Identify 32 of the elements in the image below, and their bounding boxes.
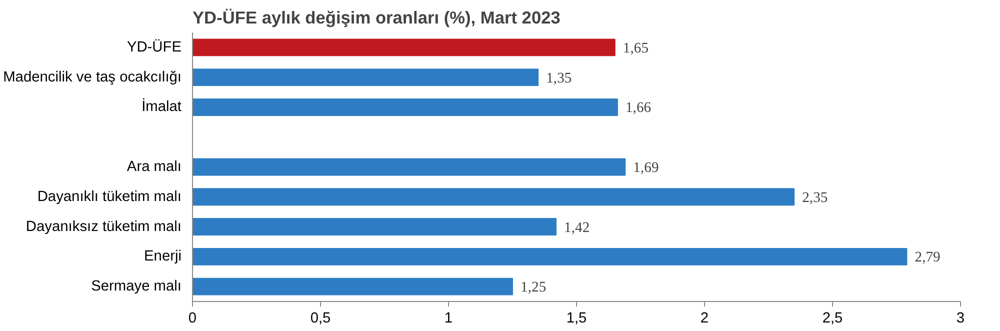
y-tick-label: Ara malı — [126, 159, 182, 175]
data-label: 1,66 — [625, 100, 652, 116]
y-tick-label: YD-ÜFE — [126, 38, 182, 56]
chart-title: YD-ÜFE aylık değişim oranları (%), Mart 2023 — [192, 8, 561, 28]
x-tick-label: 2 — [700, 310, 709, 326]
x-tick-label: 0 — [188, 310, 197, 326]
y-tick-label: İmalat — [142, 98, 182, 116]
bar — [192, 98, 618, 116]
data-label: 1,35 — [546, 70, 572, 86]
bar — [192, 188, 795, 206]
bar — [192, 158, 626, 176]
x-tick-label: 0,5 — [310, 310, 331, 326]
y-tick-label: Dayanıklı tüketim malı — [37, 188, 182, 205]
x-tick-label: 3 — [956, 310, 965, 326]
data-label: 1,42 — [564, 220, 590, 236]
data-label: 1,25 — [520, 280, 546, 296]
bar — [192, 278, 513, 296]
data-label: 2,79 — [914, 250, 940, 266]
bar — [192, 248, 908, 266]
x-tick-label: 2,5 — [822, 310, 843, 326]
y-tick-label: Dayanıksız tüketim malı — [26, 218, 182, 235]
bar — [192, 68, 539, 86]
x-tick-label: 1,5 — [566, 310, 587, 326]
y-tick-label: Enerji — [144, 248, 182, 265]
bar — [192, 218, 557, 236]
data-label: 1,69 — [633, 160, 659, 176]
bar — [192, 38, 616, 56]
data-label: 1,65 — [622, 40, 649, 56]
y-tick-label: Madencilik ve taş ocakcılığı — [3, 69, 182, 86]
x-tick-label: 1 — [444, 310, 453, 326]
data-label: 2,35 — [802, 190, 828, 206]
y-tick-label: Sermaye malı — [91, 278, 182, 295]
